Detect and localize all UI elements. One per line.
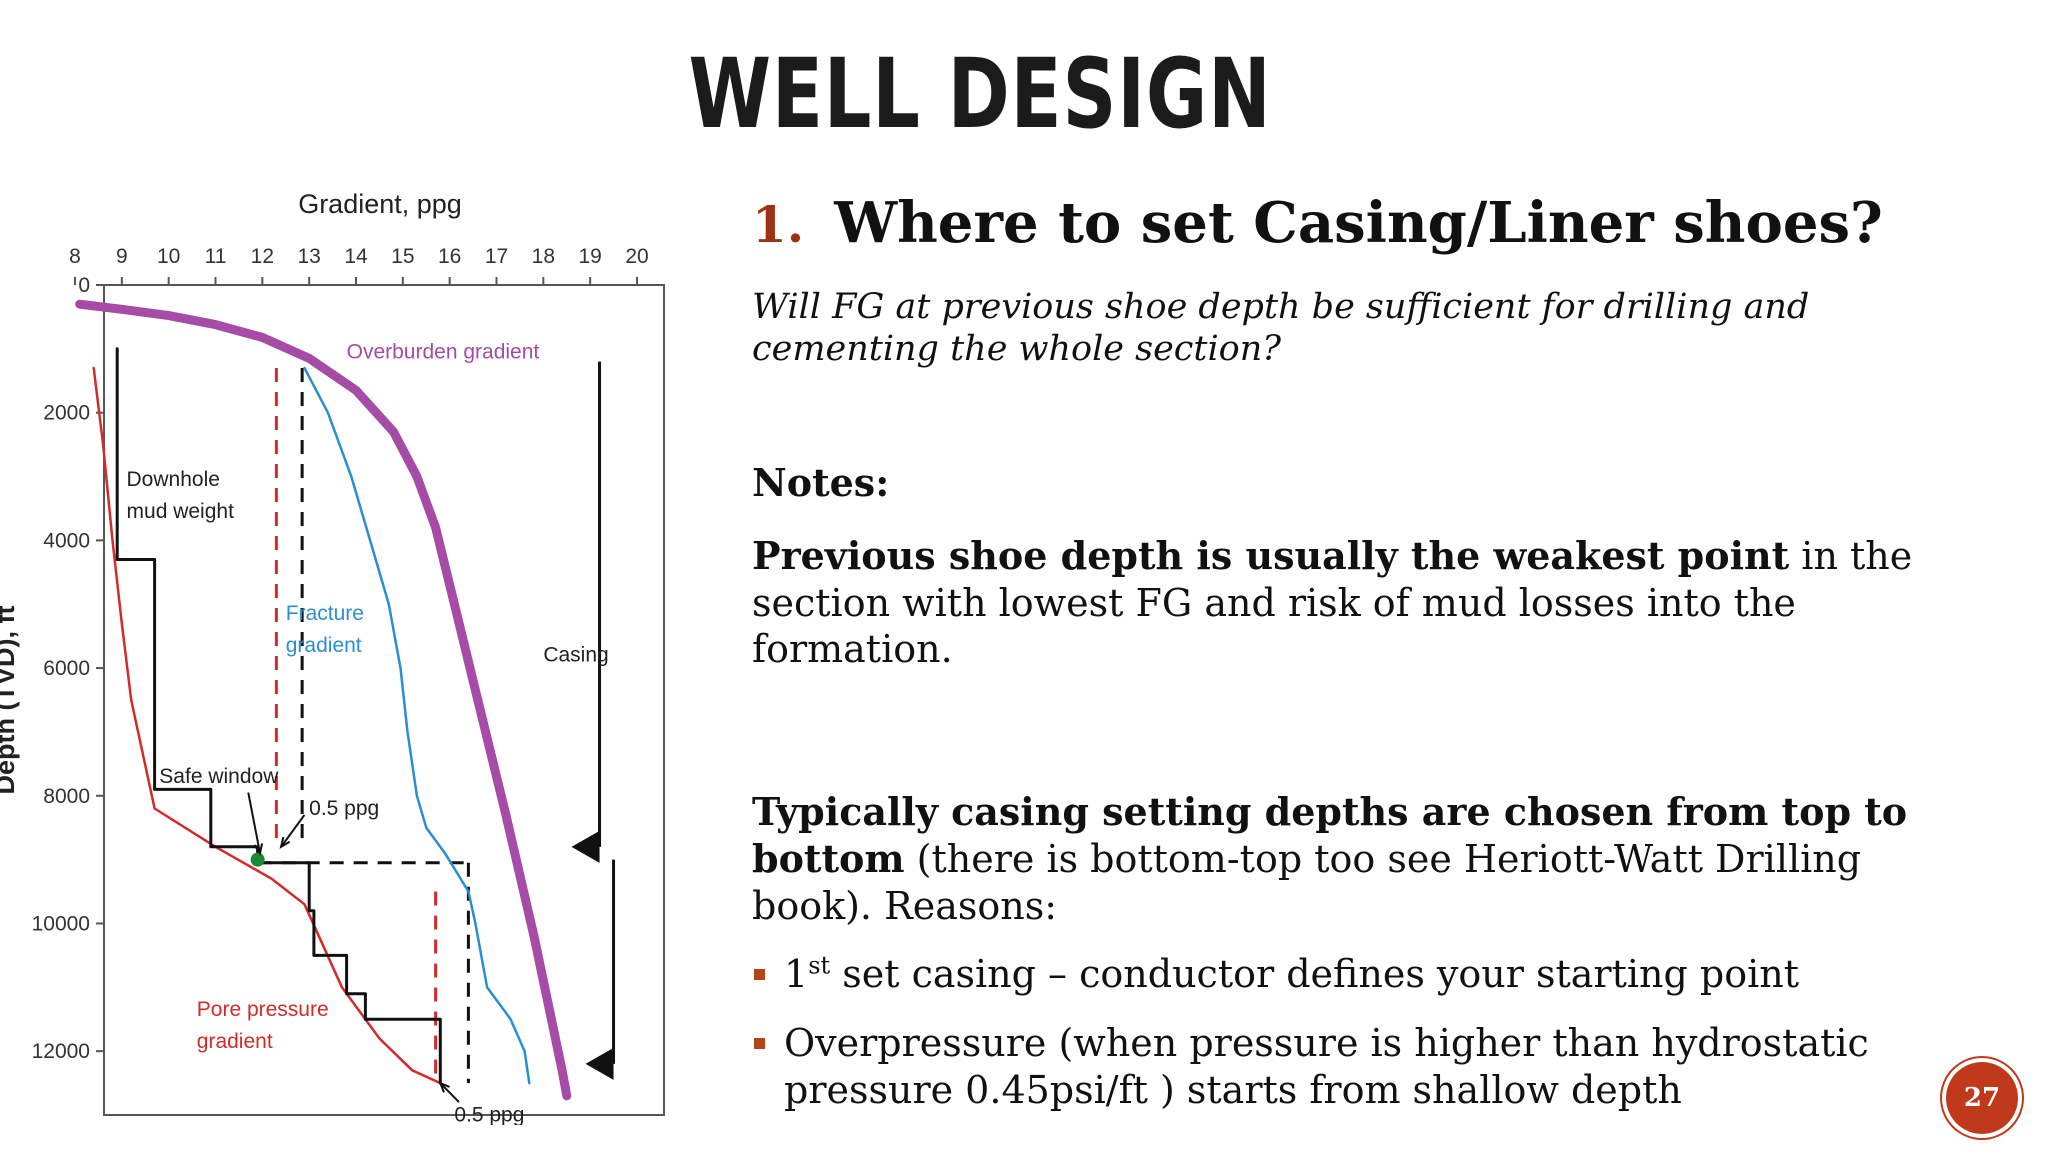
chart-svg: Gradient, ppg 8 9 10 11 12 13 14 15 16 17 18 19 20 D… — [0, 189, 665, 1125]
fracture-gradient-label: gradient — [286, 634, 362, 657]
reason-superscript: st — [808, 951, 831, 980]
fracture-gradient-label: Fracture — [286, 602, 364, 625]
x-tick-label: 12 — [251, 245, 274, 268]
margin-label-bottom: 0.5 ppg — [454, 1103, 524, 1125]
question-subtitle: Will FG at previous shoe depth be suffic… — [752, 287, 1810, 369]
slide-content: 1. Where to set Casing/Liner shoes? Will… — [752, 190, 1992, 1114]
reason-prefix: 1 — [784, 952, 809, 997]
series-line-overburden-gradient — [75, 299, 572, 1101]
question-heading: 1. Where to set Casing/Liner shoes? — [752, 190, 1992, 256]
reason-item: 1st set casing – conductor defines your … — [752, 951, 1952, 998]
note-setting-depths: Typically casing setting depths are chos… — [752, 789, 1952, 929]
margin-top-arrow — [280, 814, 306, 848]
x-tick-label: 14 — [344, 245, 368, 268]
x-tick-label: 16 — [438, 245, 461, 268]
notes-heading: Notes: — [752, 460, 890, 505]
casing-shoe-marker — [571, 830, 600, 863]
note-setting-depths-rest: (there is bottom-top too see Heriott-Wat… — [752, 836, 1862, 928]
casing-shoe-marker — [585, 1047, 614, 1080]
margin-top-arrow-head — [279, 836, 291, 849]
x-tick-label: 8 — [69, 245, 81, 268]
series-line-fracture-gradient — [303, 366, 531, 1085]
margin-label-top: 0.5 ppg — [309, 797, 379, 820]
note-weakest-point: Previous shoe depth is usually the weake… — [752, 533, 1952, 673]
y-tick-label: 6000 — [43, 657, 90, 680]
safe-window-arrow-head — [253, 843, 264, 856]
pore-pressure-label: Pore pressure — [197, 998, 329, 1021]
note-weakest-point-bold: Previous shoe depth is usually the weake… — [752, 533, 1790, 578]
y-tick-label: 10000 — [32, 912, 90, 935]
x-tick-label: 15 — [391, 245, 414, 268]
y-tick-label: 8000 — [43, 785, 90, 808]
reason-text: set casing – conductor defines your star… — [830, 952, 1799, 997]
margin-bottom-arrow-head — [438, 1081, 450, 1093]
x-tick-label: 10 — [157, 245, 180, 268]
x-tick-label: 13 — [297, 245, 320, 268]
x-tick-label: 20 — [625, 245, 648, 268]
x-tick-label: 11 — [205, 245, 227, 268]
overburden-gradient-label: Overburden gradient — [347, 340, 540, 363]
pressure-gradient-chart: Gradient, ppg 8 9 10 11 12 13 14 15 16 17 18 19 20 D… — [0, 185, 690, 1125]
square-bullet-icon — [754, 969, 765, 981]
y-tick-label: 12000 — [32, 1040, 90, 1063]
casing-label: Casing — [543, 644, 608, 667]
page-number-badge: 27 — [1946, 1062, 2018, 1134]
note-weakest-point-rest: in the section with lowest FG and risk o… — [752, 534, 1913, 672]
slide-title: WELL DESIGN — [688, 38, 1272, 150]
pore-pressure-label: gradient — [197, 1030, 273, 1053]
safe-window-point — [250, 852, 265, 867]
mud-weight-label: mud weight — [127, 500, 235, 523]
plot-frame — [103, 284, 665, 1116]
y-tick-label: 2000 — [43, 402, 90, 425]
reasons-list: 1st set casing – conductor defines your … — [752, 951, 1952, 1113]
x-axis-title: Gradient, ppg — [298, 189, 462, 219]
series-line-downhole-mud-weight — [115, 347, 442, 1085]
question-text: Where to set Casing/Liner shoes? — [834, 190, 1883, 256]
reason-item: Overpressure (when pressure is higher th… — [752, 1020, 1952, 1113]
x-tick-label: 17 — [485, 245, 508, 268]
x-tick-label: 19 — [578, 245, 601, 268]
safe-window-label: Safe window — [159, 765, 279, 788]
margin-bottom-arrow — [439, 1082, 460, 1103]
note-setting-depths-bold: Typically casing setting depths are chos… — [752, 789, 1908, 881]
mud-weight-label: Downhole — [127, 468, 220, 491]
y-tick-label: 4000 — [43, 529, 90, 552]
question-number: 1. — [752, 195, 805, 254]
y-tick-label: 0 — [78, 274, 90, 297]
x-tick-label: 18 — [532, 245, 555, 268]
square-bullet-icon — [754, 1038, 765, 1050]
reason-text: Overpressure (when pressure is higher th… — [784, 1021, 1869, 1112]
safe-window-arrow — [247, 792, 261, 854]
x-tick-label: 9 — [116, 245, 128, 268]
y-axis-title: Depth (TVD), ft — [0, 606, 20, 795]
